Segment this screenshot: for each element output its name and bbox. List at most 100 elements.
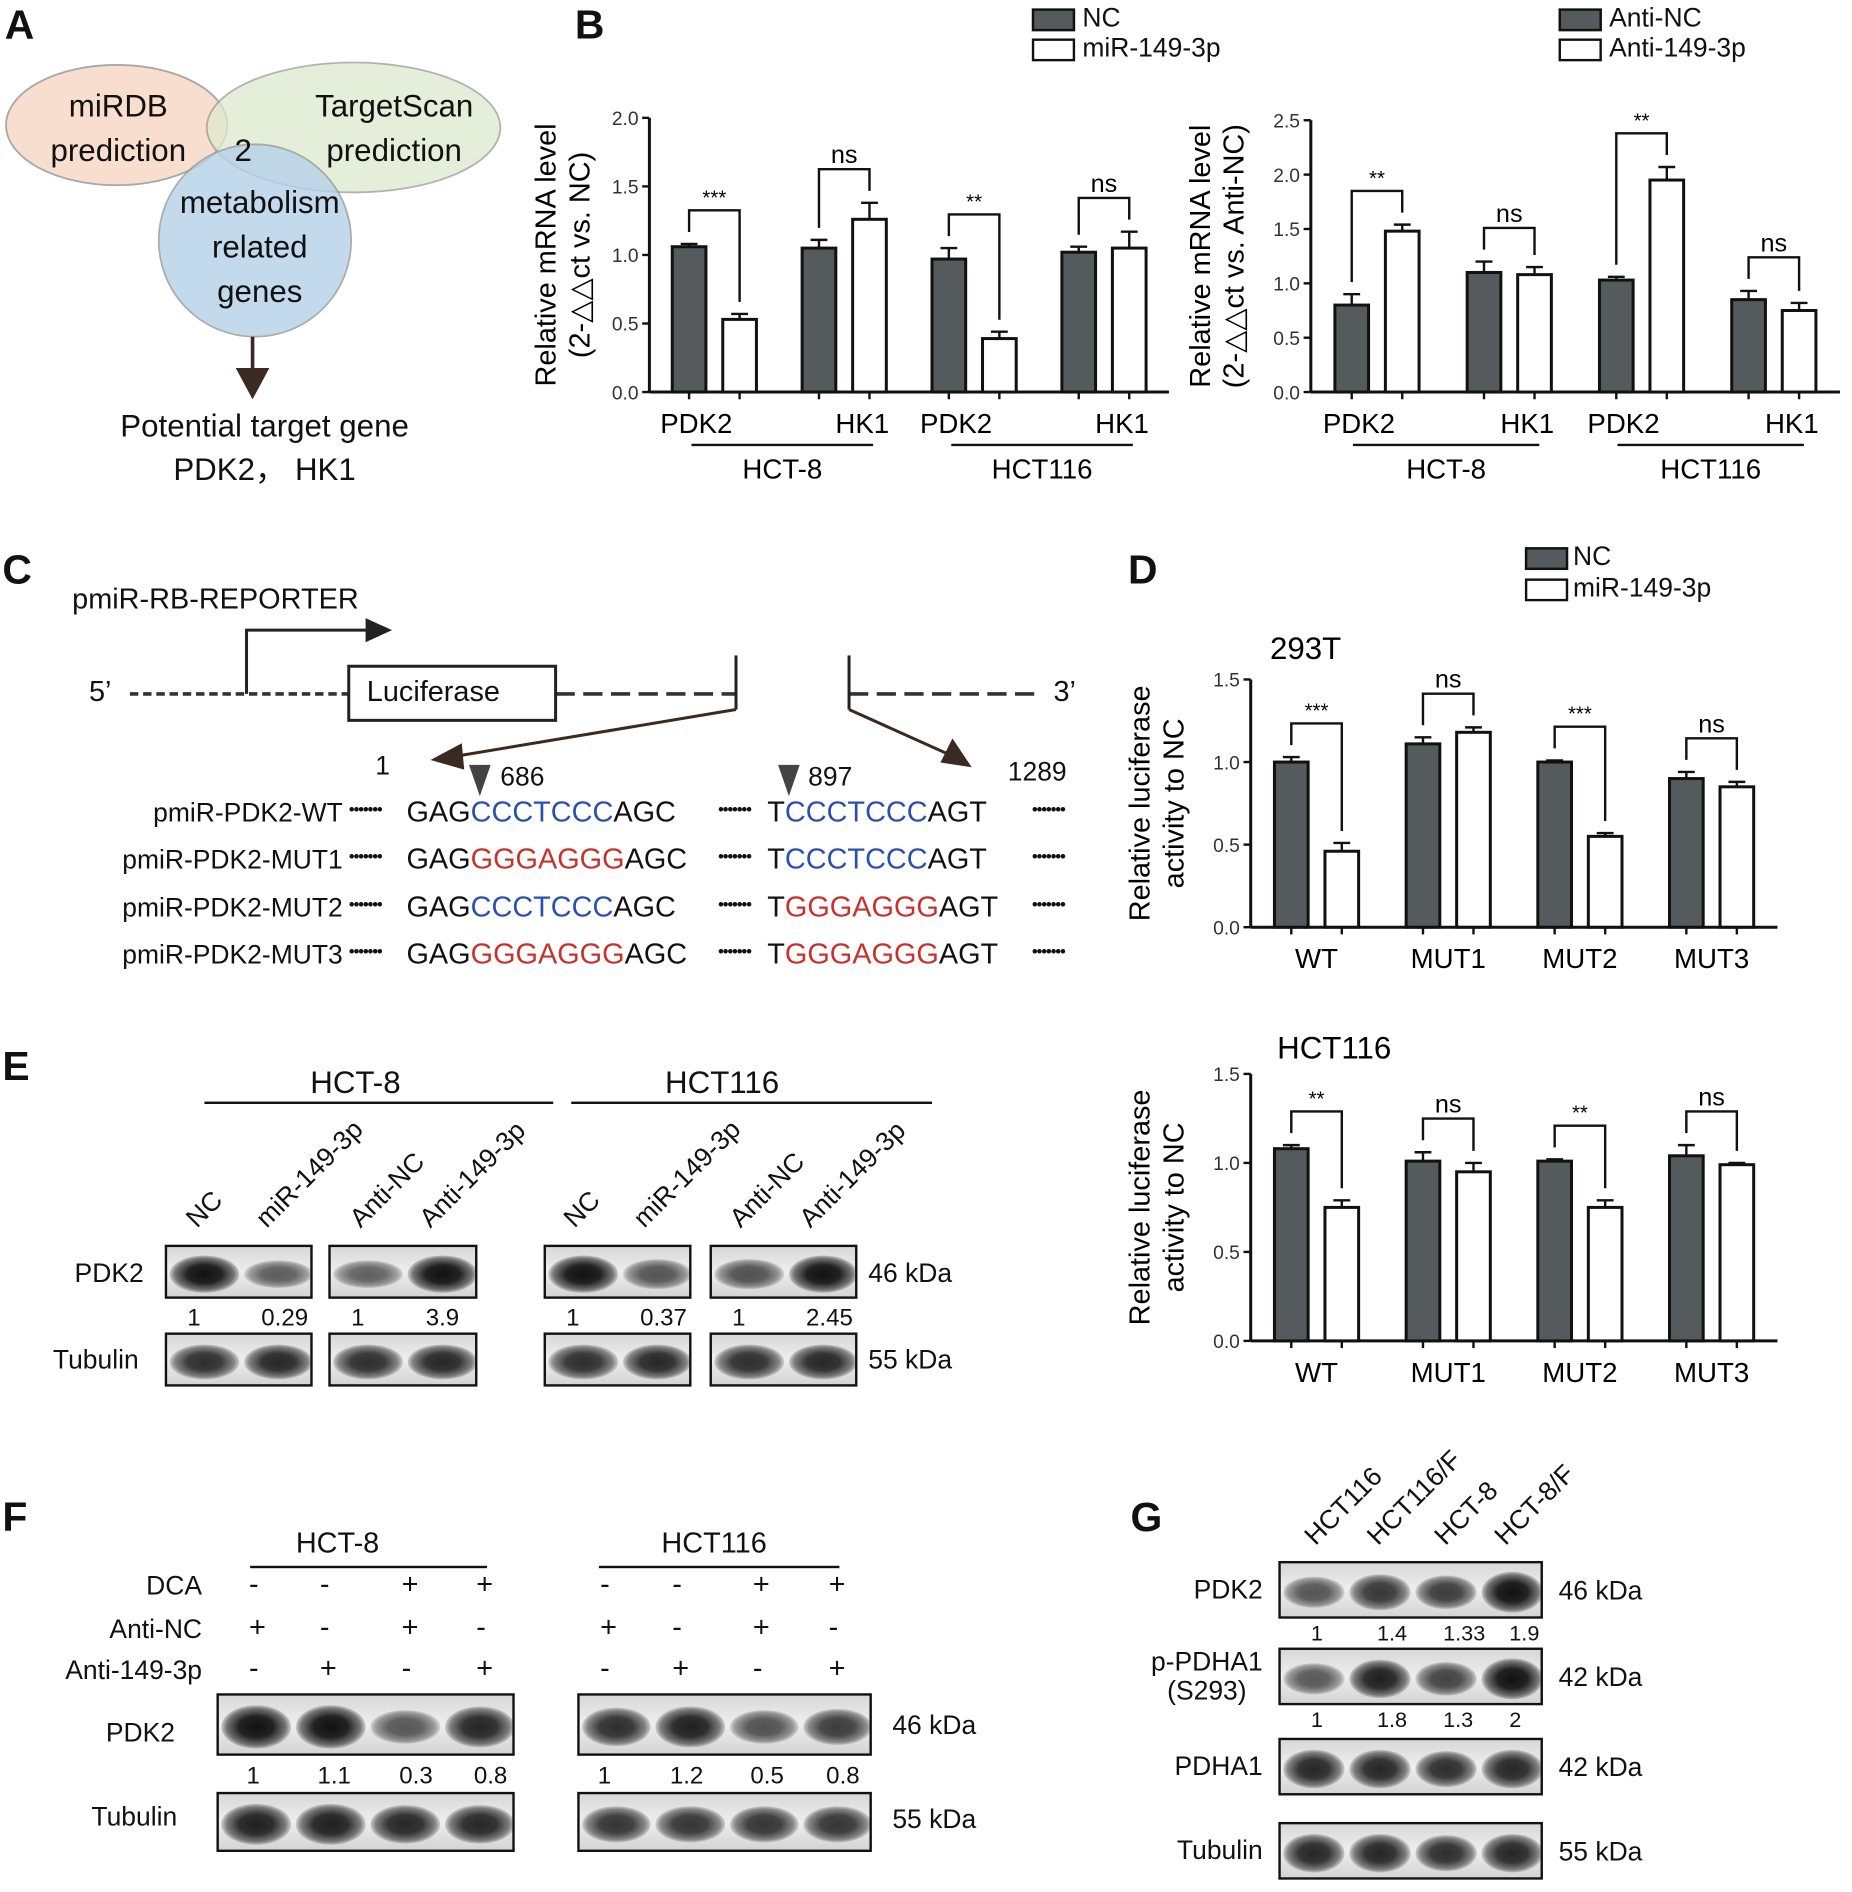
group-label: HCT-8	[1406, 454, 1486, 485]
construct-row-label: pmiR-PDK2-MUT2	[122, 892, 343, 923]
condition-sign: +	[752, 1568, 770, 1601]
promoter-arrowhead-icon	[365, 618, 393, 643]
protein-band	[1415, 1662, 1477, 1696]
row-label-tubulin: Tubulin	[91, 1801, 178, 1832]
sequence-gap: •••••••	[348, 799, 383, 821]
chart-title: 293T	[1270, 631, 1341, 666]
row-label-line: (S293)	[1167, 1675, 1247, 1706]
condition-sign: +	[828, 1652, 846, 1685]
blot-pdk2	[1278, 1560, 1543, 1619]
flank-sequence: AGC	[624, 843, 688, 876]
band-quantification: 1	[1310, 1621, 1323, 1646]
category-label: MUT3	[1674, 1357, 1749, 1388]
y-axis-label: Relative mRNA level	[1185, 125, 1217, 388]
condition-sign: +	[476, 1568, 494, 1601]
band-quantification: 1	[351, 1304, 365, 1332]
venn-result: Potential target gene PDK2， HK1	[60, 404, 469, 491]
significance-label: **	[1634, 109, 1650, 132]
y-tick-label: 2.0	[612, 109, 639, 130]
legend-label: miR-149-3p	[1573, 572, 1712, 603]
category-label: MUT2	[1542, 1357, 1617, 1388]
condition-sign: -	[248, 1652, 259, 1685]
position-686: 686	[500, 761, 545, 792]
significance-bracket	[1553, 1124, 1607, 1189]
group-underline	[598, 1565, 840, 1569]
band-quantification: 1	[246, 1763, 260, 1790]
chart-title: HCT116	[1277, 1030, 1391, 1065]
y-tick-label: 0.5	[1273, 329, 1300, 350]
legend-label: miR-149-3p	[1082, 32, 1221, 63]
significance-bracket	[947, 213, 1001, 320]
y-tick-label: 1.5	[1213, 1065, 1240, 1086]
dotted-gap: •••••••	[1031, 894, 1066, 914]
y-tick-label: 1.5	[612, 178, 639, 199]
significance-label: **	[966, 190, 982, 213]
protein-band	[1283, 1576, 1345, 1608]
blot-tubulin	[709, 1332, 858, 1387]
protein-band	[1481, 1658, 1541, 1700]
band-quantification: 3.9	[425, 1304, 460, 1332]
condition-sign: +	[401, 1611, 419, 1644]
significance-bracket	[1482, 226, 1536, 255]
significance-label: ns	[1760, 229, 1787, 257]
band-quantification: 1.1	[317, 1763, 351, 1790]
significance-label: ns	[831, 141, 858, 169]
protein-band	[803, 1805, 870, 1843]
kda-label: 46 kDa	[1558, 1575, 1643, 1606]
legend-swatch-anti-nc	[1558, 8, 1602, 31]
bar-nc-wt	[1272, 1147, 1310, 1343]
band-quantification: 1.9	[1509, 1621, 1540, 1646]
panel-label-c: C	[2, 547, 32, 593]
protein-band	[1349, 1750, 1411, 1788]
y-tick-label: 1.0	[612, 246, 639, 267]
protein-band	[1415, 1575, 1477, 1610]
bar-anti-149-3p-pdk2	[1383, 229, 1421, 394]
protein-band	[1349, 1574, 1411, 1610]
condition-sign: -	[600, 1652, 610, 1685]
dotted-gap: •••••••	[348, 846, 383, 866]
condition-sign: +	[248, 1611, 266, 1644]
flank-sequence: AGT	[927, 796, 987, 829]
sequence-gap: •••••••	[718, 940, 752, 962]
protein-band	[295, 1804, 366, 1845]
category-label: HK1	[1765, 408, 1819, 439]
category-label: PDK2	[1587, 408, 1659, 439]
band-quantification: 1.3	[1443, 1707, 1474, 1732]
arrow-left-icon	[430, 743, 465, 770]
seed-sequence: GGGAGGG	[784, 891, 939, 924]
flank-sequence: GAG	[406, 891, 471, 924]
legend-swatch-mir	[1524, 578, 1569, 601]
protein-band	[370, 1804, 441, 1844]
dotted-gap: •••••••	[348, 799, 383, 819]
protein-band	[295, 1705, 366, 1749]
condition-sign: -	[476, 1611, 486, 1644]
row-label: p-PDHA1 (S293)	[1150, 1646, 1263, 1706]
blot-pdk2	[709, 1244, 858, 1299]
protein-band	[548, 1344, 618, 1379]
group-label-hct116: HCT116	[661, 1527, 767, 1560]
row-label-line: p-PDHA1	[1150, 1646, 1263, 1677]
significance-label: ns	[1496, 200, 1523, 228]
group-label: HCT116	[992, 454, 1093, 485]
condition-sign: -	[752, 1652, 763, 1685]
seed-site-897: TGGGAGGGAGT	[767, 938, 998, 972]
bar-nc-mut3	[1668, 1154, 1705, 1343]
protein-band	[221, 1804, 292, 1845]
category-label: MUT1	[1411, 943, 1486, 974]
kda-label: 55 kDa	[868, 1344, 953, 1375]
category-label: MUT2	[1542, 943, 1617, 974]
band-quantification: 1	[732, 1304, 746, 1332]
zoom-line	[447, 708, 737, 760]
protein-band	[714, 1259, 784, 1289]
blot-tubulin	[164, 1332, 313, 1387]
category-label: WT	[1295, 943, 1338, 974]
venn-result-line: PDK2， HK1	[173, 450, 356, 488]
significance-bracket	[817, 167, 871, 228]
row-label-tubulin: Tubulin	[52, 1344, 139, 1375]
significance-label: ***	[702, 186, 726, 209]
kda-label: 46 kDa	[892, 1710, 977, 1741]
kda-label: 42 kDa	[1558, 1752, 1643, 1783]
protein-band	[714, 1344, 784, 1379]
dotted-gap: •••••••	[717, 846, 752, 866]
dotted-gap: •••••••	[348, 941, 383, 961]
